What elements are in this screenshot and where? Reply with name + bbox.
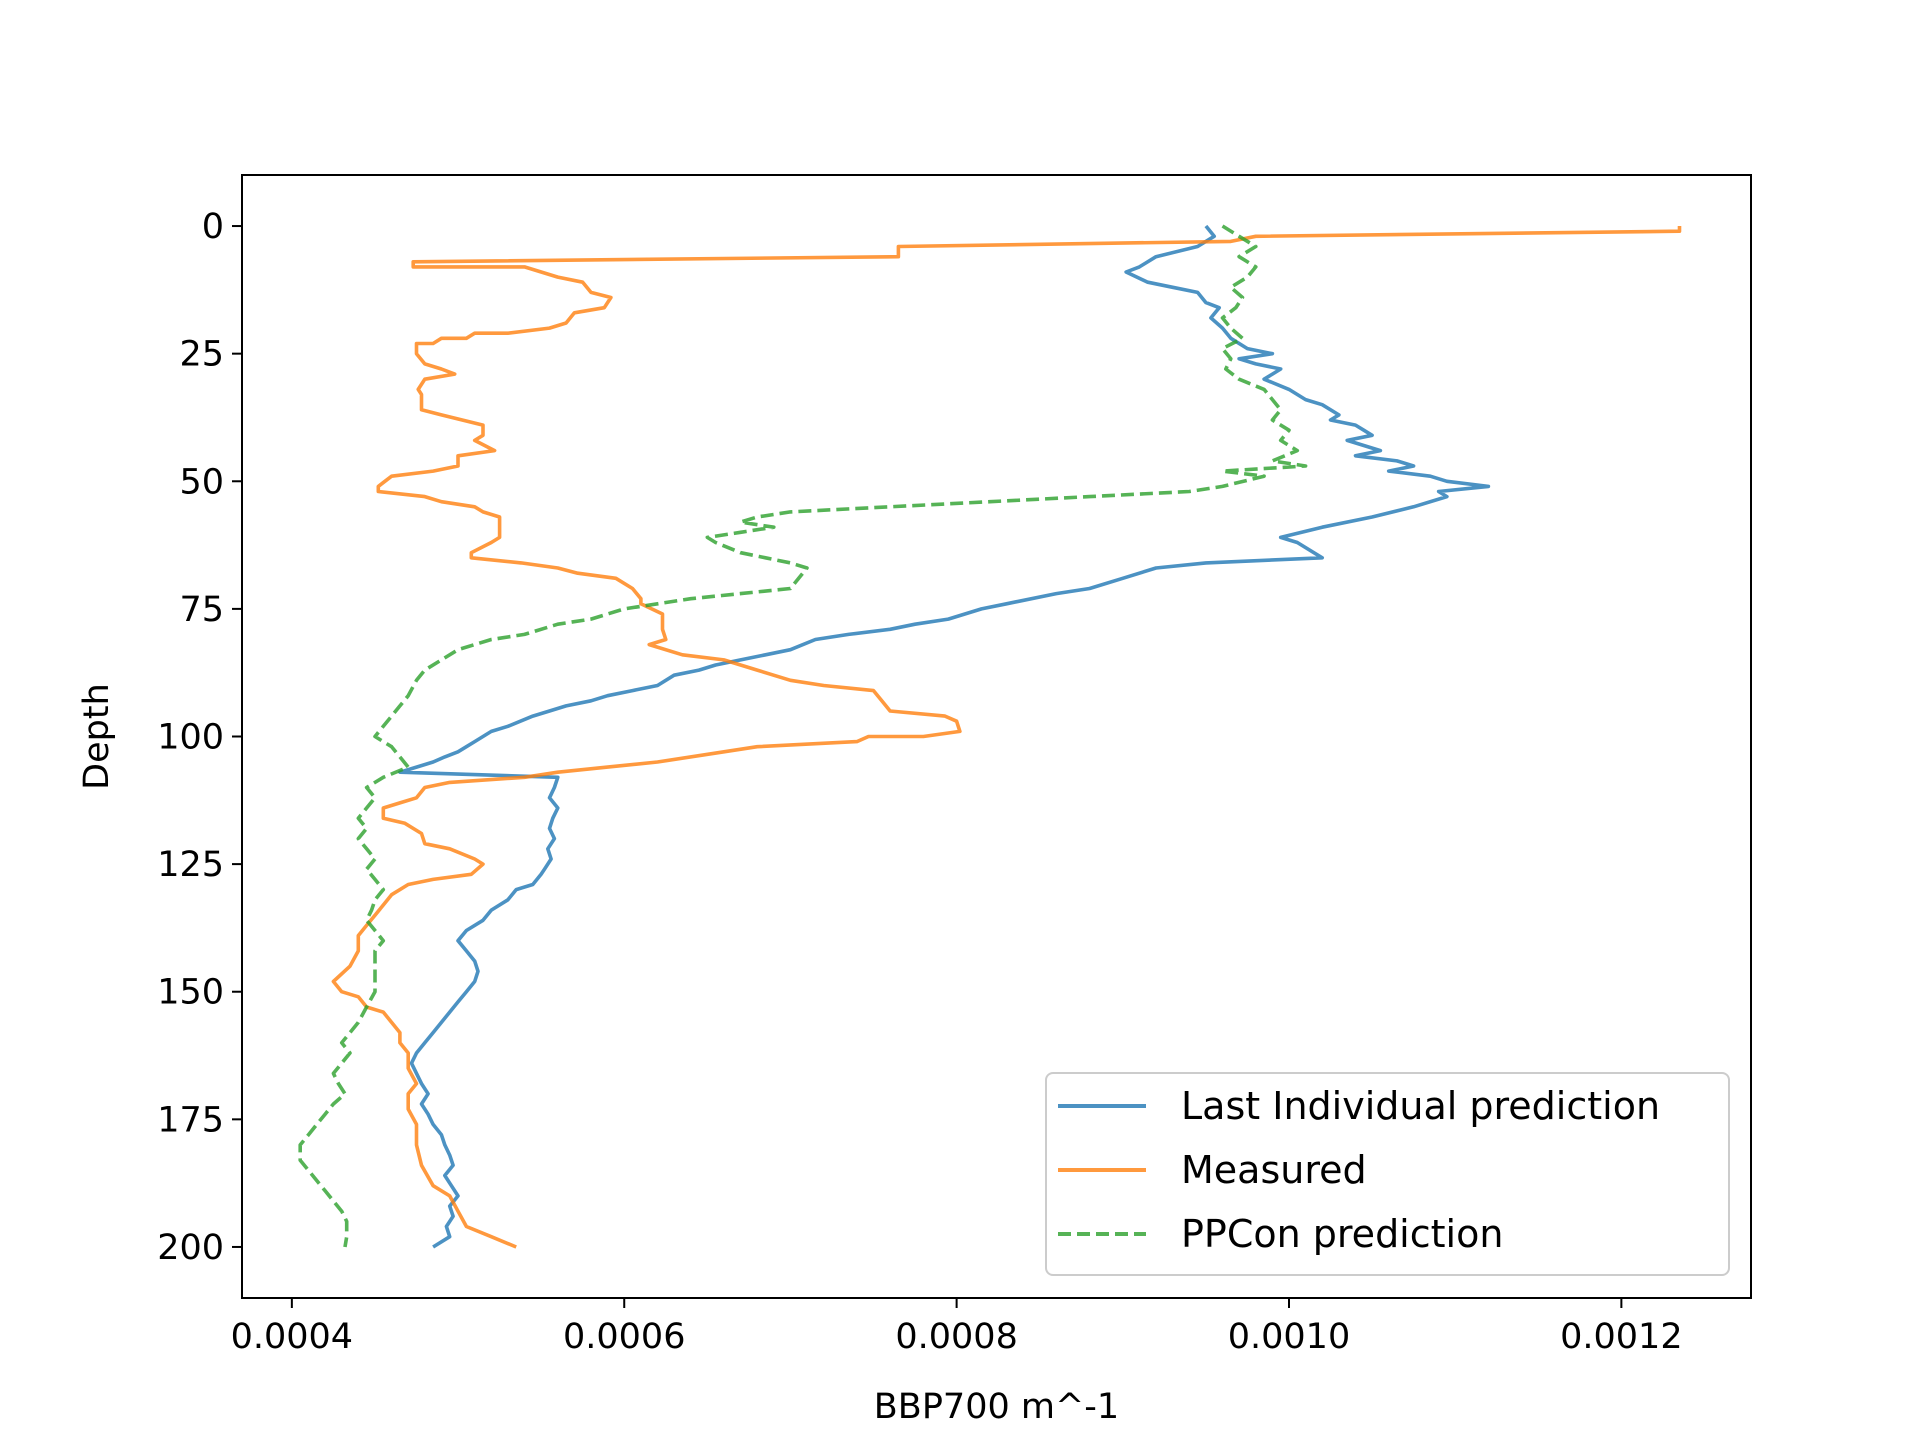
legend-frame	[1045, 1072, 1730, 1276]
y-tick-label: 50	[179, 462, 224, 502]
x-tick-label: 0.0012	[1560, 1317, 1682, 1357]
x-axis: 0.0004 0.0006 0.0008 0.0010 0.0012	[231, 1298, 1683, 1357]
y-axis: 0 25 50 75 100 125 150 175 200	[157, 207, 242, 1268]
series-line-2	[331, 226, 1682, 1249]
y-tick-label: 125	[157, 845, 224, 885]
legend-label: Last Individual prediction	[1181, 1084, 1660, 1128]
legend-label: PPCon prediction	[1181, 1212, 1503, 1256]
y-tick-label: 150	[157, 973, 224, 1013]
x-axis-label: BBP700 m^-1	[874, 1387, 1119, 1427]
y-tick-label: 0	[202, 207, 224, 247]
series-layer	[298, 224, 1682, 1249]
series-line-3	[298, 224, 1308, 1248]
y-tick-label: 175	[157, 1100, 224, 1140]
y-tick-label: 75	[179, 590, 224, 630]
y-axis-label: Depth	[77, 683, 117, 790]
y-tick-label: 200	[157, 1228, 224, 1268]
y-tick-label: 100	[157, 718, 224, 758]
x-tick-label: 0.0008	[895, 1317, 1017, 1357]
legend-label: Measured	[1181, 1148, 1367, 1192]
series-line-1	[398, 224, 1491, 1249]
x-tick-label: 0.0004	[231, 1317, 353, 1357]
x-tick-label: 0.0006	[563, 1317, 685, 1357]
legend: Last Individual prediction Measured PPCon …	[1045, 1072, 1730, 1276]
x-tick-label: 0.0010	[1228, 1317, 1350, 1357]
y-tick-label: 25	[179, 335, 224, 375]
